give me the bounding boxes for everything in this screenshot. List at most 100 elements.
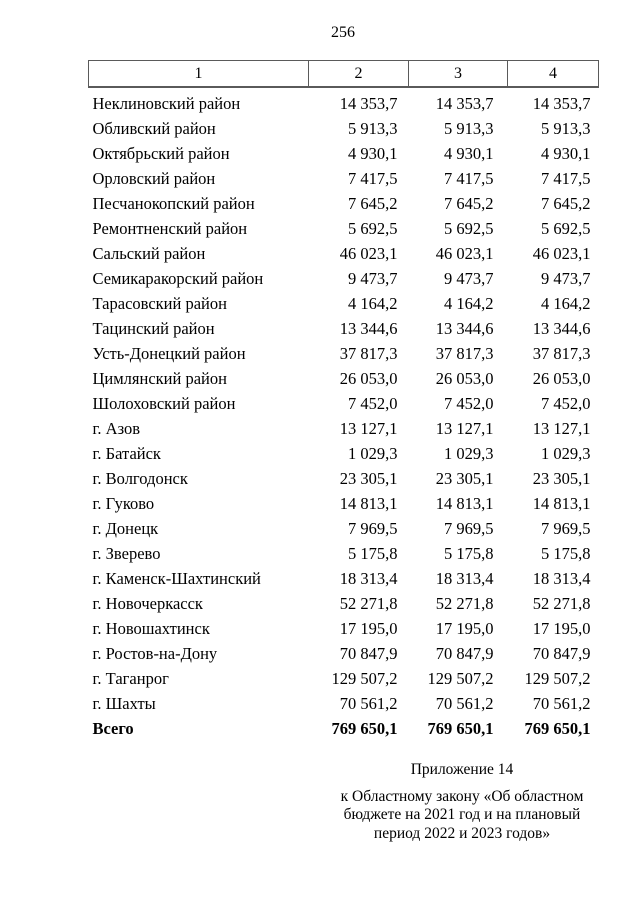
- table-row: г. Батайск 1 029,3 1 029,3 1 029,3: [89, 441, 599, 466]
- row-value-col2: 18 313,4: [339, 568, 398, 588]
- table-row: Октябрьский район 4 930,1 4 930,1 4 930,1: [89, 141, 599, 166]
- row-value-col4: 18 313,4: [532, 568, 591, 588]
- table-row: г. Новошахтинск 17 195,0 17 195,0 17 195,0: [89, 616, 599, 641]
- row-value-col2: 4 930,1: [348, 143, 398, 163]
- table-row: г. Зверево 5 175,8 5 175,8 5 175,8: [89, 541, 599, 566]
- row-value-col3: 70 561,2: [435, 693, 494, 713]
- row-value-col2: 37 817,3: [339, 343, 398, 363]
- row-value-col3: 9 473,7: [444, 268, 494, 288]
- row-label: Шолоховский район: [92, 393, 236, 413]
- row-value-col4: 23 305,1: [532, 468, 591, 488]
- row-value-col3: 17 195,0: [435, 618, 494, 638]
- table-row: Обливский район 5 913,3 5 913,3 5 913,3: [89, 116, 599, 141]
- row-value-col3: 4 164,2: [444, 293, 494, 313]
- row-value-col4: 7 452,0: [541, 393, 591, 413]
- table-header: 1 2 3 4: [88, 60, 599, 88]
- row-value-col3: 52 271,8: [435, 593, 494, 613]
- row-label: Сальский район: [92, 243, 206, 263]
- law-reference: к Областному закону «Об областном бюджете…: [330, 788, 594, 844]
- row-label: г. Ростов-на-Дону: [92, 643, 218, 663]
- row-value-col3: 769 650,1: [427, 718, 494, 738]
- row-value-col4: 769 650,1: [524, 718, 591, 738]
- row-label: Октябрьский район: [92, 143, 230, 163]
- row-value-col2: 5 913,3: [348, 118, 398, 138]
- row-label: г. Шахты: [92, 693, 156, 713]
- row-label: г. Азов: [92, 418, 141, 438]
- row-value-col3: 4 930,1: [444, 143, 494, 163]
- row-value-col4: 4 164,2: [541, 293, 591, 313]
- row-value-col2: 14 813,1: [339, 493, 398, 513]
- row-value-col4: 5 175,8: [541, 543, 591, 563]
- table-row: Неклиновский район 14 353,7 14 353,7 14 353…: [89, 87, 599, 116]
- row-value-col3: 70 847,9: [435, 643, 494, 663]
- row-value-col3: 7 969,5: [444, 518, 494, 538]
- row-value-col2: 129 507,2: [331, 668, 398, 688]
- row-value-col2: 13 344,6: [339, 318, 398, 338]
- row-label: Семикаракорский район: [92, 268, 264, 288]
- row-value-col4: 26 053,0: [532, 368, 591, 388]
- row-value-col4: 14 353,7: [532, 93, 591, 113]
- column-header-3: 3: [408, 60, 508, 88]
- row-label: Песчанокопский район: [92, 193, 255, 213]
- row-value-col3: 7 417,5: [444, 168, 494, 188]
- row-value-col2: 7 452,0: [348, 393, 398, 413]
- row-value-col4: 7 969,5: [541, 518, 591, 538]
- row-label: Ремонтненский район: [92, 218, 248, 238]
- law-reference-line: период 2022 и 2023 годов»: [373, 824, 551, 842]
- page-number: 256: [331, 24, 355, 41]
- row-value-col2: 17 195,0: [339, 618, 398, 638]
- row-value-col2: 52 271,8: [339, 593, 398, 613]
- row-value-col3: 7 645,2: [444, 193, 494, 213]
- row-label: Обливский район: [92, 118, 216, 138]
- row-value-col4: 7 417,5: [541, 168, 591, 188]
- table-row: Тацинский район 13 344,6 13 344,6 13 344,6: [89, 316, 599, 341]
- row-value-col3: 37 817,3: [435, 343, 494, 363]
- appendix-title: Приложение 14: [410, 761, 514, 778]
- law-reference-line: бюджете на 2021 год и на плановый: [343, 806, 581, 823]
- row-label: г. Донецк: [92, 518, 159, 538]
- row-label: Усть-Донецкий район: [92, 343, 246, 363]
- row-value-col4: 46 023,1: [532, 243, 591, 263]
- row-label: Цимлянский район: [92, 368, 227, 388]
- row-value-col4: 7 645,2: [541, 193, 591, 213]
- row-value-col4: 13 344,6: [532, 318, 591, 338]
- row-label: г. Зверево: [92, 543, 161, 563]
- column-header-4: 4: [507, 60, 599, 88]
- appendix-block: Приложение 14 к Областному закону «Об об…: [330, 761, 594, 843]
- table-row: г. Ростов-на-Дону 70 847,9 70 847,9 70 847,…: [89, 641, 599, 666]
- row-value-col4: 5 913,3: [541, 118, 591, 138]
- row-value-col4: 70 847,9: [532, 643, 591, 663]
- row-label: г. Новошахтинск: [92, 618, 210, 638]
- row-value-col4: 17 195,0: [532, 618, 591, 638]
- row-value-col3: 14 353,7: [435, 93, 494, 113]
- row-value-col2: 1 029,3: [348, 443, 398, 463]
- row-label: г. Каменск-Шахтинский: [92, 568, 261, 588]
- row-value-col3: 46 023,1: [435, 243, 494, 263]
- row-label: Орловский район: [92, 168, 216, 188]
- row-label: Тарасовский район: [92, 293, 227, 313]
- table-row: Ремонтненский район 5 692,5 5 692,5 5 692,5: [89, 216, 599, 241]
- row-value-col4: 1 029,3: [541, 443, 591, 463]
- row-value-col4: 52 271,8: [532, 593, 591, 613]
- table-row: г. Волгодонск 23 305,1 23 305,1 23 305,1: [89, 466, 599, 491]
- row-value-col4: 4 930,1: [541, 143, 591, 163]
- table-row: Песчанокопский район 7 645,2 7 645,2 7 645,…: [89, 191, 599, 216]
- table-row: Орловский район 7 417,5 7 417,5 7 417,5: [89, 166, 599, 191]
- row-value-col4: 129 507,2: [524, 668, 591, 688]
- row-value-col2: 26 053,0: [339, 368, 398, 388]
- row-value-col2: 7 645,2: [348, 193, 398, 213]
- row-value-col3: 1 029,3: [444, 443, 494, 463]
- table-row: г. Азов 13 127,1 13 127,1 13 127,1: [89, 416, 599, 441]
- column-header-2: 2: [308, 60, 409, 88]
- law-reference-line: к Областному закону «Об областном: [340, 787, 584, 805]
- row-value-col2: 9 473,7: [348, 268, 398, 288]
- row-value-col3: 7 452,0: [444, 393, 494, 413]
- row-value-col3: 129 507,2: [427, 668, 494, 688]
- row-label: г. Новочеркасск: [92, 593, 203, 613]
- row-value-col4: 37 817,3: [532, 343, 591, 363]
- row-label: г. Таганрог: [92, 668, 169, 688]
- row-value-col2: 7 417,5: [348, 168, 398, 188]
- table-row: г. Шахты 70 561,2 70 561,2 70 561,2: [89, 691, 599, 716]
- row-value-col3: 5 175,8: [444, 543, 494, 563]
